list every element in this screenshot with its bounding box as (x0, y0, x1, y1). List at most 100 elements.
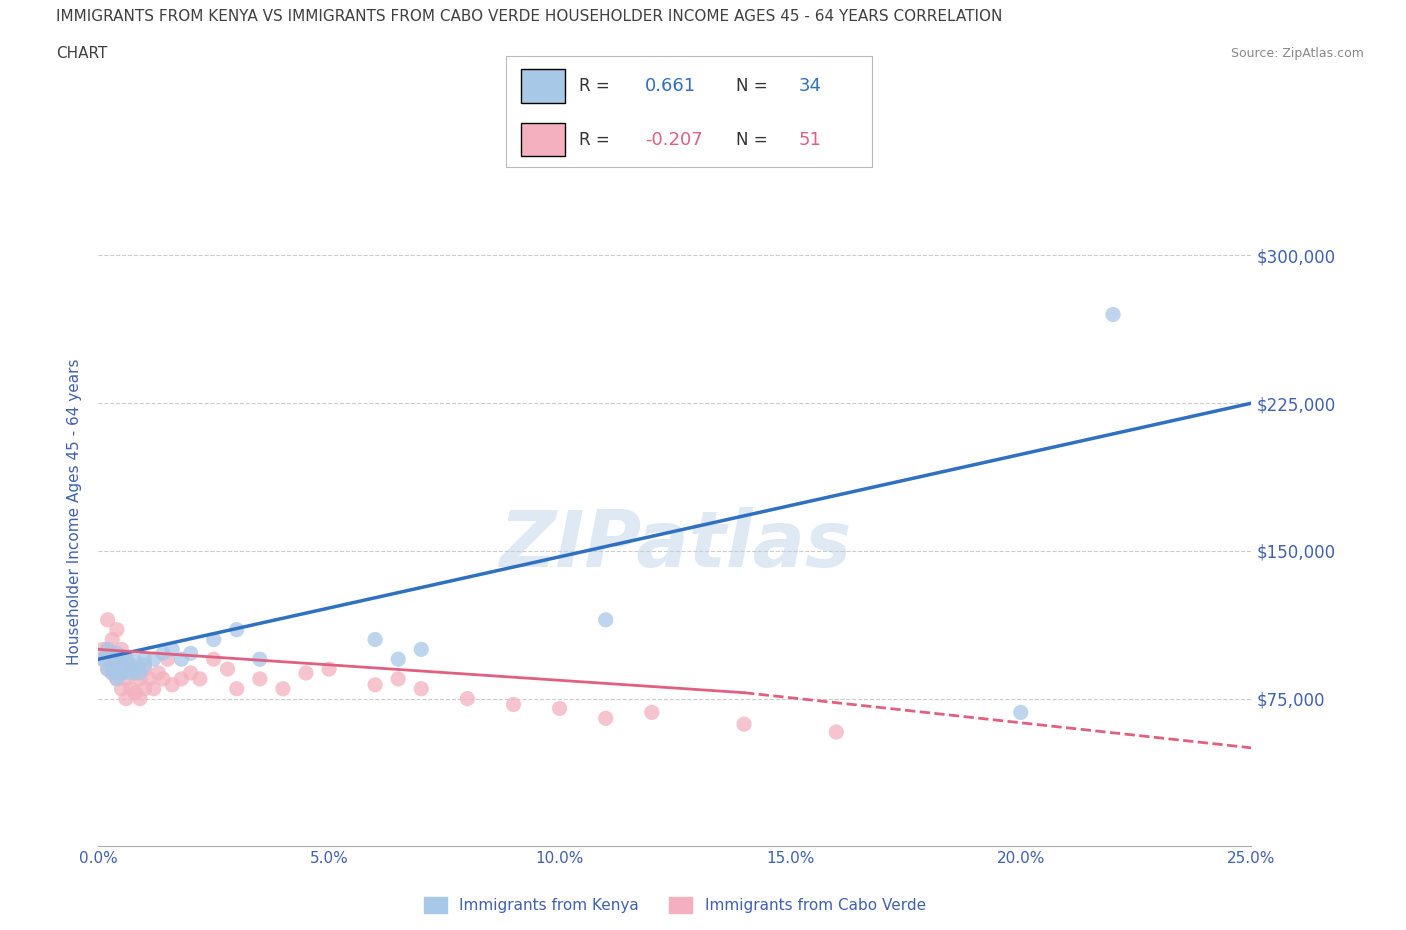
Point (120, 658, 142, 672)
Point (120, 661, 142, 676)
Text: R =: R = (579, 77, 610, 95)
Text: ZIPatlas: ZIPatlas (499, 507, 851, 583)
FancyBboxPatch shape (520, 123, 565, 156)
Point (91, 652, 114, 667)
Point (91, 642, 114, 657)
Point (105, 645, 128, 660)
Point (271, 682, 294, 697)
Point (97, 612, 120, 627)
Point (202, 632, 225, 647)
Point (225, 622, 247, 637)
Text: -0.207: -0.207 (645, 130, 703, 149)
Point (97, 661, 120, 676)
Text: 51: 51 (799, 130, 821, 149)
Point (134, 661, 156, 676)
Point (138, 671, 160, 686)
Point (733, 717, 755, 732)
Point (160, 677, 183, 692)
Point (105, 652, 128, 667)
Point (97, 661, 120, 676)
Text: IMMIGRANTS FROM KENYA VS IMMIGRANTS FROM CABO VERDE HOUSEHOLDER INCOME AGES 45 -: IMMIGRANTS FROM KENYA VS IMMIGRANTS FROM… (56, 9, 1002, 24)
Point (120, 682, 142, 697)
Point (105, 652, 128, 667)
Text: CHART: CHART (56, 46, 108, 61)
Y-axis label: Householder Income Ages 45 - 64 years: Householder Income Ages 45 - 64 years (67, 358, 83, 665)
Point (456, 691, 478, 706)
Point (225, 682, 247, 697)
Point (411, 682, 433, 697)
Point (160, 642, 183, 657)
Point (110, 642, 132, 657)
Point (134, 658, 156, 672)
Point (110, 658, 132, 672)
Point (142, 682, 165, 697)
Point (129, 671, 152, 686)
Point (156, 652, 179, 667)
Point (595, 612, 617, 627)
Point (105, 622, 128, 637)
Text: 0.661: 0.661 (645, 77, 696, 95)
Point (1010, 705, 1032, 720)
Point (295, 666, 318, 681)
Point (134, 682, 156, 697)
Point (124, 685, 146, 700)
Point (101, 652, 124, 667)
Point (129, 666, 152, 681)
Point (115, 691, 138, 706)
Text: N =: N = (737, 77, 768, 95)
Text: R =: R = (579, 130, 610, 149)
Point (101, 666, 124, 681)
Point (124, 666, 146, 681)
Point (105, 671, 128, 686)
Point (364, 632, 387, 647)
Point (249, 671, 271, 686)
Point (502, 698, 524, 712)
Point (180, 645, 202, 660)
Point (152, 671, 174, 686)
Text: Source: ZipAtlas.com: Source: ZipAtlas.com (1230, 46, 1364, 60)
Point (411, 642, 433, 657)
Point (318, 661, 340, 676)
Point (148, 666, 170, 681)
Point (115, 652, 138, 667)
Point (120, 666, 142, 681)
Point (115, 652, 138, 667)
Point (595, 711, 617, 725)
Point (364, 677, 387, 692)
Point (110, 682, 132, 697)
Point (97, 642, 120, 657)
Point (115, 661, 138, 676)
Point (110, 650, 132, 665)
Point (110, 666, 132, 681)
Text: 34: 34 (799, 77, 821, 95)
Point (134, 652, 156, 667)
Point (101, 666, 124, 681)
Point (825, 724, 848, 739)
Point (202, 652, 225, 667)
Point (180, 666, 202, 681)
Point (641, 705, 664, 720)
Point (142, 652, 165, 667)
Point (101, 632, 124, 647)
Legend: Immigrants from Kenya, Immigrants from Cabo Verde: Immigrants from Kenya, Immigrants from C… (418, 891, 932, 919)
Point (124, 661, 146, 676)
Point (91, 652, 114, 667)
Point (129, 691, 152, 706)
Point (170, 652, 193, 667)
Point (188, 671, 211, 686)
Point (1102, 307, 1125, 322)
Point (124, 654, 146, 669)
Point (249, 652, 271, 667)
Point (548, 701, 571, 716)
Point (101, 658, 124, 672)
Point (110, 666, 132, 681)
FancyBboxPatch shape (520, 69, 565, 102)
Point (115, 671, 138, 686)
Point (105, 671, 128, 686)
Point (387, 671, 409, 686)
Point (152, 645, 174, 660)
Point (387, 652, 409, 667)
Point (170, 671, 193, 686)
Text: N =: N = (737, 130, 768, 149)
Point (97, 642, 120, 657)
